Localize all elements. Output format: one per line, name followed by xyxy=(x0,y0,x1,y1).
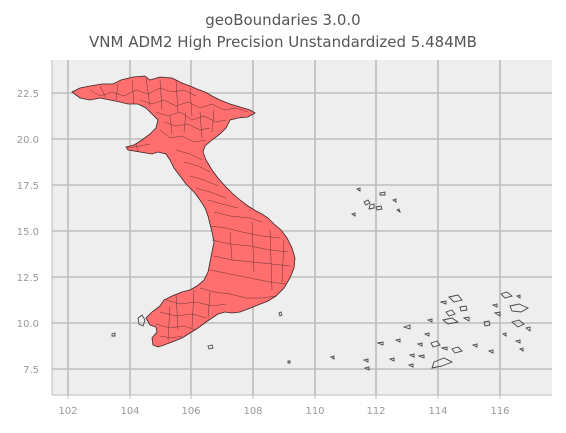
x-tick-label: 114 xyxy=(428,406,447,417)
x-tick-label: 106 xyxy=(181,406,200,417)
x-tick-label: 112 xyxy=(366,406,385,417)
x-tick-label: 104 xyxy=(120,406,139,417)
district-boundaries xyxy=(89,77,291,341)
x-tick-marks xyxy=(67,395,501,399)
y-tick-label: 20.0 xyxy=(17,135,39,146)
island-con-dao xyxy=(207,344,214,350)
y-tick-label: 22.5 xyxy=(17,89,39,100)
island-southeast xyxy=(278,311,283,317)
x-tick-label: 102 xyxy=(58,406,77,417)
spratly-islands xyxy=(329,291,531,371)
plot-area xyxy=(52,60,552,395)
paracel-islands xyxy=(350,187,401,217)
y-tick-label: 10.0 xyxy=(17,319,39,330)
y-tick-label: 15.0 xyxy=(17,227,39,238)
vietnam-mainland xyxy=(71,75,296,348)
y-tick-label: 12.5 xyxy=(17,273,39,284)
y-tick-label: 17.5 xyxy=(17,181,39,192)
map-title: geoBoundaries 3.0.0 xyxy=(205,11,361,29)
y-tick-label: 7.5 xyxy=(23,365,39,376)
island-phu-quoc xyxy=(137,314,146,327)
map-subtitle: VNM ADM2 High Precision Unstandardized 5… xyxy=(89,33,477,51)
x-tick-label: 110 xyxy=(305,406,324,417)
x-tick-label: 116 xyxy=(490,406,509,417)
grid-lines xyxy=(52,60,552,395)
x-tick-label: 108 xyxy=(243,406,262,417)
island-small-west xyxy=(111,332,116,337)
island-ly-son xyxy=(287,360,291,364)
